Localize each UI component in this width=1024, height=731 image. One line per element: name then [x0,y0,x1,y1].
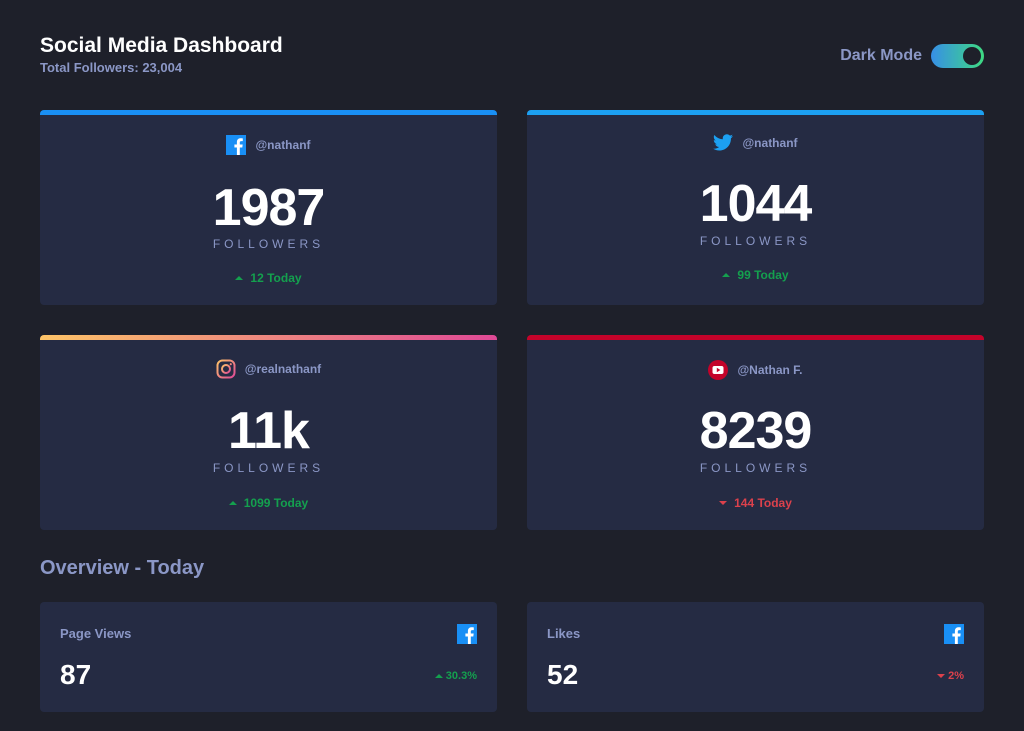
overview-change-text: 2% [948,670,964,682]
card-accent-bar [40,110,497,115]
arrow-up-icon [235,276,244,280]
card-handle-row: @nathanf [40,135,497,155]
overview-change-text: 30.3% [445,670,477,682]
arrow-down-icon [719,501,728,505]
card-accent-bar [40,335,497,340]
today-change-text: 99 Today [737,268,789,282]
toggle-knob [963,47,981,65]
card-handle: @realnathanf [244,362,322,376]
toggle-switch[interactable] [931,44,984,68]
card-handle: @nathanf [255,138,311,152]
overview-title: Overview - Today [40,557,205,579]
card-handle: @nathanf [742,135,798,150]
today-change-text: 12 Today [250,271,302,285]
twitter-icon [713,134,734,151]
arrow-up-icon [228,501,237,505]
followers-label: FOLLOWERS [212,237,325,251]
follower-count: 1987 [212,179,326,237]
instagram-icon [216,359,236,379]
dark-mode-label: Dark Mode [840,47,922,64]
overview-card-page-views[interactable]: Page Views 87 30.3% [40,602,497,712]
arrow-up-icon [722,273,731,277]
page-title: Social Media Dashboard [40,34,283,57]
total-followers: Total Followers: 23,004 [40,60,183,75]
today-change: 144 Today [527,496,984,510]
today-change-text: 144 Today [734,496,792,510]
overview-value: 52 [547,659,579,690]
arrow-down-icon [937,674,946,678]
youtube-followers-card[interactable]: @Nathan F. 8239 FOLLOWERS 144 Today [527,335,984,530]
today-change-text: 1099 Today [243,496,309,510]
arrow-up-icon [434,674,443,678]
dark-mode-toggle[interactable]: Dark Mode [840,44,984,68]
followers-label: FOLLOWERS [699,461,812,475]
follower-count: 8239 [699,402,813,460]
card-handle-row: @realnathanf [40,359,497,379]
card-handle-row: @nathanf [527,134,984,151]
overview-label: Page Views [60,626,132,641]
overview-change: 2% [937,670,964,682]
follower-count: 11k [228,402,310,460]
facebook-icon [944,624,964,644]
overview-card-likes[interactable]: Likes 52 2% [527,602,984,712]
overview-label: Likes [547,626,581,641]
overview-value: 87 [60,659,92,690]
today-change: 1099 Today [40,496,497,510]
follower-count: 1044 [699,175,813,233]
followers-label: FOLLOWERS [212,461,325,475]
facebook-icon [457,624,477,644]
card-handle-row: @Nathan F. [527,360,984,380]
youtube-icon [708,360,729,380]
facebook-icon [226,135,247,155]
today-change: 12 Today [40,271,497,285]
instagram-followers-card[interactable]: @realnathanf 11k FOLLOWERS 1099 Today [40,335,497,530]
header: Social Media Dashboard Total Followers: … [40,33,984,83]
card-handle: @Nathan F. [737,363,803,377]
facebook-followers-card[interactable]: @nathanf 1987 FOLLOWERS 12 Today [40,110,497,305]
today-change: 99 Today [527,268,984,282]
card-accent-bar [527,110,984,115]
followers-label: FOLLOWERS [699,234,812,248]
twitter-followers-card[interactable]: @nathanf 1044 FOLLOWERS 99 Today [527,110,984,305]
overview-change: 30.3% [434,670,477,682]
card-accent-bar [527,335,984,340]
